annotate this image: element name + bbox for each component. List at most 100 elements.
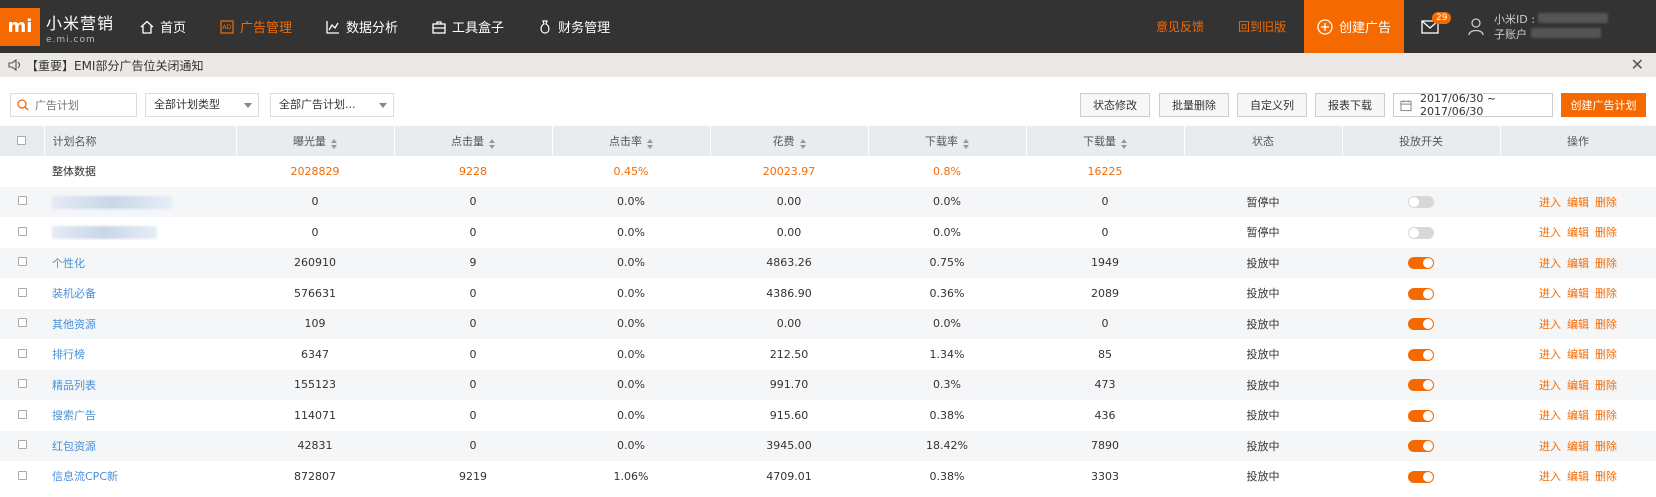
plan-type-select[interactable]: 全部计划类型	[145, 93, 259, 117]
custom-columns-button[interactable]: 自定义列	[1237, 93, 1307, 117]
sort-icon[interactable]	[799, 139, 806, 149]
notice-text[interactable]: 【重要】EMI部分广告位关闭通知	[26, 58, 204, 73]
mi-logo[interactable]: mi	[0, 8, 40, 46]
nav-item-ad-management[interactable]: AD 广告管理	[220, 0, 292, 53]
user-menu[interactable]: 小米ID : 子账户	[1456, 12, 1656, 42]
row-checkbox[interactable]	[17, 196, 27, 206]
clicks-cell: 0	[394, 186, 552, 217]
enter-link[interactable]: 进入	[1539, 195, 1561, 209]
delete-link[interactable]: 删除	[1595, 470, 1617, 484]
row-checkbox[interactable]	[17, 257, 27, 267]
delete-link[interactable]: 删除	[1595, 287, 1617, 301]
main-nav: 首页 AD 广告管理 数据分析 工具盒子 财务管理	[140, 0, 644, 53]
plan-name-link[interactable]: 其他资源	[52, 317, 96, 331]
enter-link[interactable]: 进入	[1539, 256, 1561, 270]
sort-icon[interactable]	[331, 139, 337, 149]
nav-item-finance[interactable]: 财务管理	[538, 0, 610, 53]
report-download-button[interactable]: 报表下载	[1315, 93, 1385, 117]
delete-link[interactable]: 删除	[1595, 317, 1617, 331]
enter-link[interactable]: 进入	[1539, 378, 1561, 392]
row-checkbox[interactable]	[17, 226, 27, 236]
close-icon[interactable]: ✕	[1630, 55, 1644, 74]
topbar-right: 意见反馈 回到旧版 创建广告 29 小米ID : 子账户	[1156, 0, 1656, 53]
row-checkbox[interactable]	[17, 318, 27, 328]
enter-link[interactable]: 进入	[1539, 226, 1561, 240]
create-plan-button[interactable]: 创建广告计划	[1561, 93, 1646, 117]
delete-link[interactable]: 删除	[1595, 195, 1617, 209]
nav-item-toolbox[interactable]: 工具盒子	[432, 0, 504, 53]
enter-link[interactable]: 进入	[1539, 287, 1561, 301]
delete-link[interactable]: 删除	[1595, 348, 1617, 362]
status-edit-button[interactable]: 状态修改	[1080, 93, 1150, 117]
delivery-toggle[interactable]	[1408, 226, 1434, 239]
nav-item-home[interactable]: 首页	[140, 0, 186, 53]
col-ctr[interactable]: 点击率	[552, 126, 711, 156]
enter-link[interactable]: 进入	[1539, 409, 1561, 423]
blurred-plan-name[interactable]	[52, 195, 172, 209]
edit-link[interactable]: 编辑	[1567, 287, 1589, 301]
row-checkbox[interactable]	[17, 287, 27, 297]
delivery-toggle[interactable]	[1408, 196, 1434, 209]
delete-link[interactable]: 删除	[1595, 409, 1617, 423]
enter-link[interactable]: 进入	[1539, 470, 1561, 484]
row-checkbox[interactable]	[17, 470, 27, 480]
create-ad-button[interactable]: 创建广告	[1304, 0, 1404, 53]
enter-link[interactable]: 进入	[1539, 317, 1561, 331]
col-download-rate[interactable]: 下载率	[868, 126, 1027, 156]
delete-link[interactable]: 删除	[1595, 378, 1617, 392]
edit-link[interactable]: 编辑	[1567, 378, 1589, 392]
delivery-toggle[interactable]	[1408, 409, 1434, 422]
select-all-checkbox[interactable]	[17, 135, 27, 145]
plan-name-link[interactable]: 搜索广告	[52, 409, 96, 423]
feedback-link[interactable]: 意见反馈	[1155, 20, 1204, 34]
enter-link[interactable]: 进入	[1539, 439, 1561, 453]
plan-name-link[interactable]: 排行榜	[52, 348, 85, 362]
sort-icon[interactable]	[1121, 139, 1127, 149]
plan-name-link[interactable]: 信息流CPC新	[52, 470, 118, 484]
row-checkbox[interactable]	[17, 440, 27, 450]
edit-link[interactable]: 编辑	[1567, 226, 1589, 240]
col-downloads[interactable]: 下载量	[1026, 126, 1185, 156]
delete-link[interactable]: 删除	[1595, 226, 1617, 240]
delivery-toggle[interactable]	[1408, 348, 1434, 361]
ad-plan-select[interactable]: 全部广告计划...	[270, 93, 394, 117]
col-cost[interactable]: 花费	[710, 126, 869, 156]
messages-button[interactable]: 29	[1404, 0, 1456, 53]
row-select-cell	[0, 339, 44, 370]
col-impressions[interactable]: 曝光量	[236, 126, 395, 156]
delivery-toggle[interactable]	[1408, 287, 1434, 300]
sort-icon[interactable]	[489, 139, 495, 149]
search-input[interactable]	[35, 98, 125, 112]
edit-link[interactable]: 编辑	[1567, 256, 1589, 270]
delivery-toggle[interactable]	[1408, 318, 1434, 331]
old-version-link[interactable]: 回到旧版	[1237, 20, 1286, 34]
delete-link[interactable]: 删除	[1595, 439, 1617, 453]
delivery-toggle[interactable]	[1408, 379, 1434, 392]
enter-link[interactable]: 进入	[1539, 348, 1561, 362]
delivery-toggle[interactable]	[1408, 470, 1434, 483]
delivery-toggle[interactable]	[1408, 440, 1434, 453]
edit-link[interactable]: 编辑	[1567, 195, 1589, 209]
plan-name-link[interactable]: 装机必备	[52, 287, 96, 301]
row-checkbox[interactable]	[17, 379, 27, 389]
col-clicks[interactable]: 点击量	[394, 126, 553, 156]
sort-icon[interactable]	[647, 139, 653, 149]
date-range-picker[interactable]: 2017/06/30 ~ 2017/06/30	[1393, 92, 1553, 118]
sort-icon[interactable]	[963, 139, 969, 149]
row-checkbox[interactable]	[17, 409, 27, 419]
edit-link[interactable]: 编辑	[1567, 317, 1589, 331]
nav-item-data-analysis[interactable]: 数据分析	[326, 0, 398, 53]
plan-name-link[interactable]: 精品列表	[52, 378, 96, 392]
delivery-toggle[interactable]	[1408, 257, 1434, 270]
batch-delete-button[interactable]: 批量删除	[1159, 93, 1229, 117]
delete-link[interactable]: 删除	[1595, 256, 1617, 270]
row-checkbox[interactable]	[17, 348, 27, 358]
edit-link[interactable]: 编辑	[1567, 348, 1589, 362]
edit-link[interactable]: 编辑	[1567, 439, 1589, 453]
edit-link[interactable]: 编辑	[1567, 409, 1589, 423]
plan-name-link[interactable]: 红包资源	[52, 439, 96, 453]
blurred-plan-name[interactable]	[52, 226, 157, 239]
plan-name-link[interactable]: 个性化	[52, 256, 85, 270]
actions-cell: 进入 编辑 删除	[1500, 308, 1656, 339]
edit-link[interactable]: 编辑	[1567, 470, 1589, 484]
